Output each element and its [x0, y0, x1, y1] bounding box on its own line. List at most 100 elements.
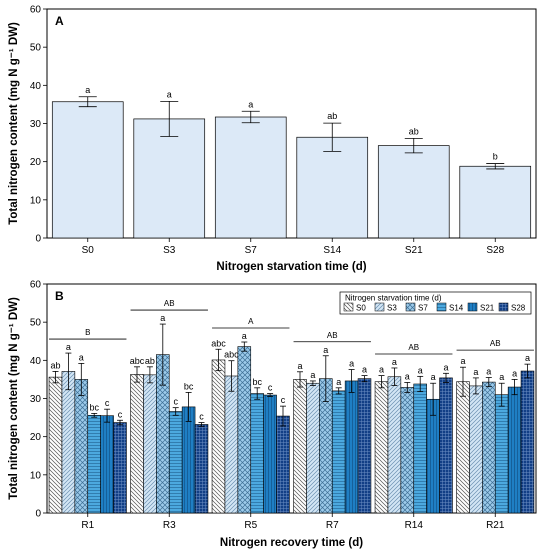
group-letter-R7: AB [327, 331, 338, 340]
significance-letter-R1-S3: a [66, 342, 71, 352]
bar-R1-S7 [74, 379, 89, 514]
x-tick-label-S0: S0 [82, 245, 95, 256]
x-tick-label-R5: R5 [244, 520, 257, 531]
significance-letter-R7-S14: a [336, 377, 341, 387]
legend-swatch-S14 [436, 302, 447, 312]
bar-R7-S0 [293, 379, 307, 514]
bar-R21-S3 [469, 385, 483, 514]
legend-label-S28: S28 [511, 304, 526, 313]
significance-letter-R21-S7: a [486, 367, 491, 377]
significance-letter-S28: b [493, 152, 498, 162]
bar-R5-S21 [263, 394, 277, 514]
bar-R3-S21 [181, 406, 196, 514]
x-axis-label: Nitrogen starvation time (d) [216, 261, 366, 273]
significance-letter-R7-S21: a [349, 358, 354, 368]
bar-R3-S14 [168, 411, 183, 514]
bar-R3-S28 [194, 424, 209, 514]
significance-letter-R5-S28: c [281, 395, 286, 405]
significance-letter-R14-S0: a [379, 365, 384, 375]
bar-R3-S0 [130, 374, 144, 514]
legend-swatch-S0 [343, 302, 354, 312]
significance-letter-R5-S7: a [242, 331, 247, 341]
bar-R1-S21 [100, 415, 114, 514]
panel-a-chart: 0 10 20 30 40 50 60 Total nitrogen content (mg … [8, 5, 537, 273]
bar-S0 [51, 101, 124, 239]
panel-b-chart: 0 10 20 30 40 50 60 Total nitrogen content (mg … [8, 280, 537, 549]
significance-letter-R14-S14: a [418, 365, 423, 375]
significance-letter-R21-S0: a [460, 356, 465, 366]
bar-R5-S0 [211, 359, 226, 514]
bar-S3 [133, 118, 206, 239]
significance-letter-R1-S14: bc [89, 402, 99, 412]
bar-S28 [459, 165, 532, 239]
significance-letter-R5-S21: c [268, 383, 273, 393]
bar-R5-S14 [250, 393, 264, 514]
y-tick-label: 60 [30, 5, 42, 16]
y-tick-label: 0 [35, 234, 41, 245]
y-tick-label: 40 [30, 356, 42, 367]
y-axis-label: Total nitrogen content (mg N g⁻¹ DW) [8, 22, 20, 225]
legend-swatch-S28 [498, 302, 509, 312]
significance-letter-S0: a [85, 85, 90, 95]
bar-R5-S7 [237, 346, 252, 514]
significance-letter-R14-S3: a [392, 357, 397, 367]
y-tick-label: 50 [30, 318, 42, 329]
bar-R21-S7 [482, 381, 496, 514]
significance-letter-R3-S0: abc [130, 356, 145, 366]
bar-R1-S3 [61, 371, 76, 514]
bar-R1-S28 [113, 422, 127, 514]
legend-swatch-S21 [467, 302, 478, 312]
significance-letter-R14-S28: a [443, 362, 448, 372]
panel-label: A [55, 14, 64, 28]
legend-label-S7: S7 [418, 304, 428, 313]
bar-R21-S21 [507, 386, 522, 514]
significance-letter-R3-S7: a [160, 313, 165, 323]
group-letter-R14: AB [408, 343, 419, 352]
significance-letter-S3: a [167, 89, 172, 99]
significance-letter-R14-S7: a [405, 371, 410, 381]
significance-letter-R7-S28: a [362, 365, 367, 375]
legend-swatch-S7 [405, 302, 416, 312]
x-tick-label-S7: S7 [245, 245, 258, 256]
bar-R21-S0 [456, 381, 470, 514]
significance-letter-R7-S7: a [323, 345, 328, 355]
bar-S21 [377, 145, 450, 239]
bar-R5-S28 [276, 415, 290, 514]
bar-R7-S28 [357, 378, 372, 514]
y-axis-label: Total nitrogen content (mg N g⁻¹ DW) [8, 297, 20, 500]
y-tick-label: 30 [30, 394, 42, 405]
bar-R3-S3 [143, 374, 157, 514]
significance-letter-R7-S0: a [297, 361, 302, 371]
x-tick-label-R1: R1 [81, 520, 94, 531]
x-tick-label-R14: R14 [405, 520, 424, 531]
group-letter-R3: AB [164, 299, 175, 308]
y-tick-label: 60 [30, 280, 42, 291]
significance-letter-S7: a [248, 99, 253, 109]
bar-R5-S3 [224, 375, 239, 514]
significance-letter-R1-S0: ab [50, 360, 60, 370]
group-letter-R5: A [248, 317, 254, 326]
y-tick-label: 20 [30, 432, 42, 443]
x-tick-label-S14: S14 [323, 245, 341, 256]
significance-letter-R21-S14: a [499, 372, 504, 382]
significance-letter-R21-S28: a [525, 353, 530, 363]
significance-letter-R1-S7: a [79, 352, 84, 362]
significance-letter-S14: ab [327, 111, 337, 121]
bar-S7 [214, 116, 287, 239]
x-tick-label-S3: S3 [163, 245, 176, 256]
significance-letter-R1-S21: c [105, 398, 110, 408]
group-letter-R1: B [85, 328, 90, 337]
legend-label-S21: S21 [480, 304, 495, 313]
bar-R1-S0 [48, 376, 63, 514]
bar-R21-S28 [520, 370, 535, 514]
bar-R1-S14 [87, 414, 101, 514]
bar-R14-S28 [439, 377, 453, 514]
significance-letter-R3-S28: c [199, 412, 204, 422]
bar-R21-S14 [494, 394, 509, 514]
bar-R7-S3 [306, 382, 320, 514]
y-tick-label: 40 [30, 81, 42, 92]
bar-R14-S21 [426, 398, 440, 514]
significance-letter-R3-S21: bc [184, 381, 194, 391]
significance-letter-R21-S21: a [512, 368, 517, 378]
legend-title: Nitrogen starvation time (d) [345, 294, 442, 303]
